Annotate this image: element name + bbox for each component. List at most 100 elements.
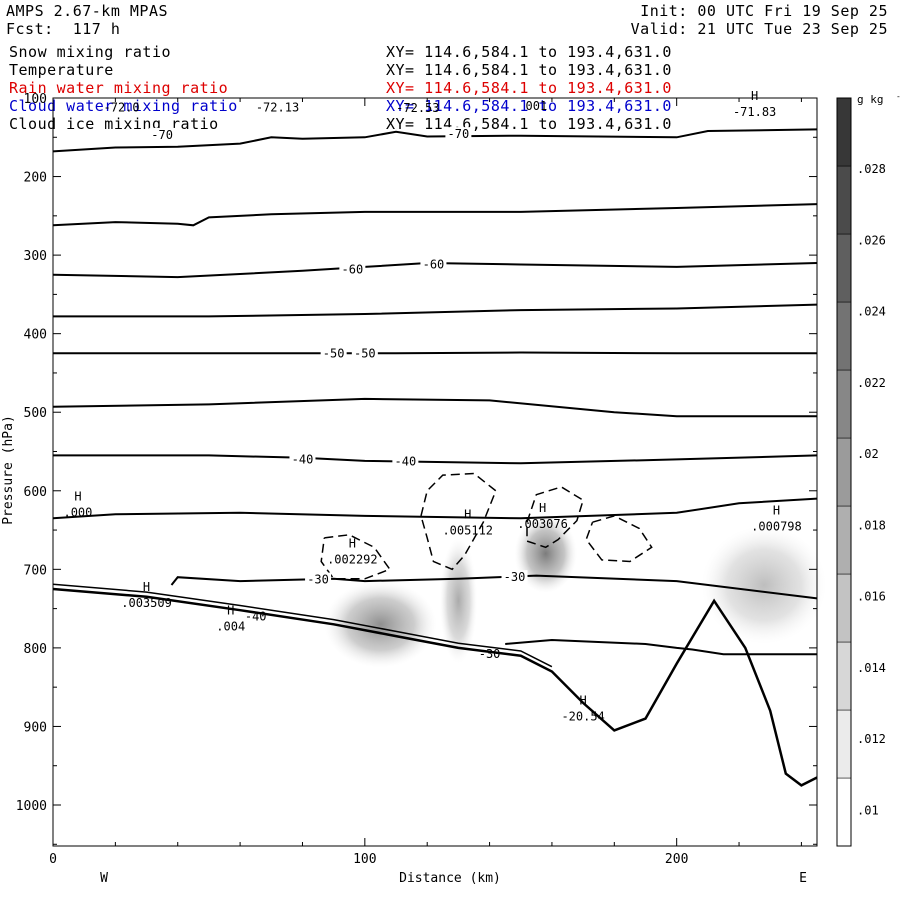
x-tick-label: 0 [49, 852, 57, 867]
contour-label: -70 [151, 128, 173, 142]
contour-label-bg [445, 127, 472, 141]
colorbar-segment [836, 165, 852, 235]
temperature-contour [52, 203, 818, 227]
terrain-line [52, 587, 818, 787]
terrain [52, 583, 818, 787]
contour-label: -30 [307, 573, 329, 587]
temperature-contour [52, 128, 818, 153]
cloud-ice-contour [320, 534, 391, 580]
temperature-contour [53, 303, 818, 318]
contour-label: -50 [323, 346, 345, 360]
temperature-contour [52, 497, 818, 520]
temperature-contour [505, 638, 817, 656]
cloud-ice-contour [526, 486, 584, 549]
inline-label: -72.0 [104, 100, 140, 114]
temperature-contour [53, 454, 818, 465]
colorbar-tick-label: .016 [857, 590, 886, 604]
cloud-ice-contour [420, 472, 497, 571]
high-marker: H [143, 580, 150, 594]
contour-label-bg [320, 346, 347, 360]
colorbar-segment [836, 369, 852, 439]
ice-shade-blob [701, 526, 827, 644]
model-title: AMPS 2.67-km MPAS [6, 2, 169, 20]
colorbar-tick-label: .022 [857, 376, 886, 390]
high-marker: H [539, 501, 546, 515]
contour-label: -70 [448, 127, 470, 141]
high-marker: H [580, 694, 587, 708]
inline-label: 001 [526, 99, 548, 113]
colorbar-segment [836, 97, 852, 167]
legend-label: Cloud ice mixing ratio [9, 115, 219, 133]
colorbar-segment [836, 573, 852, 643]
legend-label: Cloud water mixing ratio [9, 97, 238, 115]
colorbar-tick-label: .01 [857, 803, 879, 817]
x-tick-label: 100 [353, 852, 376, 867]
colorbar-tick-label: .018 [857, 518, 886, 532]
ice-shade-blob [514, 514, 577, 593]
colorbar-segment [836, 709, 852, 779]
legend-xy: XY= 114.6,584.1 to 193.4,631.0 [386, 79, 672, 97]
legend-xy: XY= 114.6,584.1 to 193.4,631.0 [386, 97, 672, 115]
contour-label: -40 [395, 455, 417, 469]
contour-label: -60 [423, 258, 445, 272]
colorbar-tick-label: .012 [857, 732, 886, 746]
contour-label-bg [305, 572, 332, 586]
y-tick-label: 1000 [16, 799, 47, 814]
colorbar-segment [836, 505, 852, 575]
colorbar: .01 .012 .014 .016 .018 .02 .022 .024 .026 .028 g … [836, 92, 900, 847]
init-time: Init: 00 UTC Fri 19 Sep 25 [640, 2, 888, 20]
high-marker: H [751, 89, 758, 103]
colorbar-segment [836, 301, 852, 371]
legend-label: Snow mixing ratio [9, 43, 172, 61]
maximum-value: .005112 [442, 523, 493, 537]
ice-shading-layer [324, 514, 827, 668]
inline-label: -72.13 [256, 100, 299, 114]
colorbar-segment [836, 641, 852, 711]
legend-label: Rain water mixing ratio [9, 79, 229, 97]
temperature-contour [52, 397, 817, 418]
contour-label-bg [420, 257, 447, 271]
high-marker: H [773, 504, 780, 518]
temperature-contour [170, 574, 818, 600]
maximum-value: .003076 [517, 517, 568, 531]
y-axis-label: Pressure (hPa) [1, 415, 16, 525]
y-tick-label: 400 [24, 328, 47, 343]
cloud-ice-contour [585, 515, 653, 563]
maximum-value: -20.54 [561, 710, 604, 724]
high-marker: H [464, 507, 471, 521]
high-marker: H [74, 489, 81, 503]
colorbar-unit: g kg [857, 93, 884, 106]
colorbar-segment [836, 777, 852, 847]
y-tick-label: 500 [24, 406, 47, 421]
east-label: E [799, 871, 807, 886]
colorbar-tick-label: .028 [857, 162, 886, 176]
contour-label-bg [339, 262, 366, 276]
cloud-ice-contours [320, 472, 653, 580]
temperature-contours [52, 128, 818, 656]
axes: 100 200 300 400 500 600 700 800 900 1000 0 100 200 [16, 92, 817, 867]
contour-label: -40 [292, 452, 314, 466]
colorbar-segment [836, 233, 852, 303]
maximum-value: .000 [63, 505, 92, 519]
legend-xy: XY= 114.6,584.1 to 193.4,631.0 [386, 61, 672, 79]
colorbar-frame [836, 97, 852, 847]
contour-label: -50 [354, 346, 376, 360]
maximum-value: .003509 [121, 596, 172, 610]
terrain-line [52, 583, 553, 668]
contour-label-bg [392, 454, 419, 468]
colorbar-tick-label: .026 [857, 233, 886, 247]
colorbar-tick-label: .024 [857, 305, 886, 319]
colorbar-segment [836, 437, 852, 507]
valid-time: Valid: 21 UTC Tue 23 Sep 25 [630, 20, 888, 38]
inline-label: -40 [245, 609, 267, 623]
contour-label-bg [351, 346, 378, 360]
colorbar-unit-exponent: -1 [896, 92, 900, 101]
contour-label-bg [289, 452, 316, 466]
high-marker: H [349, 537, 356, 551]
y-tick-label: 800 [24, 642, 47, 657]
contour-label-bg [149, 127, 176, 141]
high-marker: H [227, 603, 234, 617]
x-tick-label: 200 [665, 852, 688, 867]
contour-label: -60 [342, 262, 364, 276]
